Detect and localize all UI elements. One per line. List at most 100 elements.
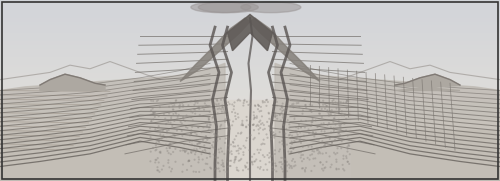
Point bbox=[290, 117, 298, 120]
Point bbox=[264, 136, 272, 139]
Point bbox=[345, 114, 353, 117]
Point bbox=[244, 123, 252, 126]
Point bbox=[206, 155, 214, 158]
Point bbox=[267, 137, 275, 140]
Point bbox=[221, 104, 229, 107]
Point bbox=[234, 113, 241, 115]
Point bbox=[320, 130, 328, 133]
Point bbox=[314, 125, 322, 127]
Bar bbox=[0, 102, 500, 104]
Point bbox=[231, 156, 239, 159]
Point bbox=[148, 120, 156, 123]
Point bbox=[196, 142, 203, 145]
Point bbox=[319, 163, 327, 166]
Point bbox=[286, 134, 294, 136]
Point bbox=[314, 148, 322, 151]
Point bbox=[268, 135, 276, 138]
Point bbox=[203, 157, 211, 159]
Point bbox=[332, 153, 340, 156]
Point bbox=[290, 106, 298, 109]
Point bbox=[266, 151, 274, 154]
Ellipse shape bbox=[241, 2, 301, 13]
Point bbox=[231, 111, 239, 114]
Point bbox=[194, 107, 202, 110]
Bar bbox=[0, 0, 500, 2]
Point bbox=[187, 151, 195, 153]
Point bbox=[338, 140, 345, 142]
Point bbox=[340, 154, 347, 157]
Point bbox=[260, 124, 268, 127]
Point bbox=[166, 142, 173, 145]
Point bbox=[340, 101, 347, 104]
Point bbox=[250, 123, 258, 126]
Point bbox=[152, 141, 160, 144]
Point bbox=[240, 153, 248, 156]
Bar bbox=[0, 33, 500, 35]
Point bbox=[218, 106, 226, 109]
Point bbox=[240, 151, 248, 154]
Point bbox=[330, 127, 338, 130]
Point bbox=[238, 131, 246, 134]
Point bbox=[342, 107, 350, 110]
Point bbox=[318, 167, 326, 170]
Point bbox=[166, 166, 173, 169]
Point bbox=[272, 170, 280, 173]
Point bbox=[328, 163, 336, 166]
Point bbox=[263, 121, 271, 123]
Point bbox=[298, 154, 306, 157]
Bar bbox=[0, 108, 500, 110]
Point bbox=[238, 122, 246, 125]
Point bbox=[180, 143, 188, 146]
Point bbox=[163, 129, 171, 132]
Point bbox=[220, 152, 228, 155]
Point bbox=[326, 114, 334, 117]
Point bbox=[168, 125, 176, 127]
Point bbox=[151, 111, 159, 114]
Point bbox=[152, 144, 160, 147]
Point bbox=[179, 163, 187, 166]
Point bbox=[206, 146, 214, 149]
Point bbox=[221, 141, 229, 144]
Point bbox=[272, 133, 280, 136]
Point bbox=[233, 169, 241, 171]
Point bbox=[154, 140, 162, 143]
Point bbox=[278, 105, 286, 108]
Point bbox=[240, 99, 248, 102]
Point bbox=[290, 102, 298, 105]
Bar bbox=[0, 116, 500, 118]
Point bbox=[342, 129, 350, 132]
Point bbox=[178, 129, 186, 132]
Polygon shape bbox=[0, 63, 225, 181]
Point bbox=[219, 165, 227, 168]
Point bbox=[187, 165, 195, 168]
Point bbox=[270, 168, 278, 171]
Point bbox=[213, 98, 221, 101]
Point bbox=[315, 102, 323, 105]
Point bbox=[342, 100, 350, 103]
Bar bbox=[0, 16, 500, 18]
Point bbox=[160, 164, 168, 167]
Bar bbox=[0, 106, 500, 108]
Point bbox=[216, 151, 224, 154]
Point bbox=[266, 155, 274, 158]
Point bbox=[176, 102, 184, 105]
Point bbox=[342, 155, 350, 158]
Point bbox=[196, 108, 203, 110]
Point bbox=[236, 159, 244, 162]
Point bbox=[211, 120, 219, 123]
Point bbox=[336, 107, 344, 110]
Bar bbox=[0, 45, 500, 47]
Point bbox=[342, 117, 350, 120]
Point bbox=[264, 101, 272, 104]
Point bbox=[198, 153, 205, 156]
Point bbox=[152, 149, 160, 152]
Point bbox=[315, 99, 323, 102]
Point bbox=[257, 110, 265, 112]
Point bbox=[173, 129, 181, 132]
Point bbox=[248, 160, 256, 163]
Point bbox=[172, 147, 179, 150]
Point bbox=[332, 101, 340, 104]
Point bbox=[344, 144, 352, 146]
Point bbox=[190, 108, 198, 111]
Point bbox=[250, 114, 258, 117]
